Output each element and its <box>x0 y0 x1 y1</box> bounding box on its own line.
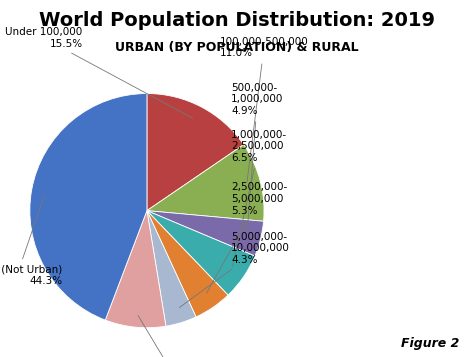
Wedge shape <box>147 211 255 295</box>
Text: URBAN (BY POPULATION) & RURAL: URBAN (BY POPULATION) & RURAL <box>115 41 359 54</box>
Text: 5,000,000-
10,000,000
4.3%: 5,000,000- 10,000,000 4.3% <box>180 231 290 307</box>
Wedge shape <box>147 145 264 221</box>
Wedge shape <box>147 211 196 326</box>
Text: 500,000-
1,000,000
4.9%: 500,000- 1,000,000 4.9% <box>231 83 283 233</box>
Wedge shape <box>147 211 264 256</box>
Wedge shape <box>147 211 228 317</box>
Text: Figure 2: Figure 2 <box>401 337 460 350</box>
Wedge shape <box>30 94 147 320</box>
Text: 10,000,000+
(Megacity)
8.4%: 10,000,000+ (Megacity) 8.4% <box>138 316 216 357</box>
Text: Rural (Not Urban)
44.3%: Rural (Not Urban) 44.3% <box>0 195 63 286</box>
Wedge shape <box>105 211 166 328</box>
Text: 2,500,000-
5,000,000
5.3%: 2,500,000- 5,000,000 5.3% <box>206 182 288 293</box>
Wedge shape <box>147 94 244 211</box>
Text: 100,000-500,000
11.0%: 100,000-500,000 11.0% <box>219 37 308 182</box>
Text: Under 100,000
15.5%: Under 100,000 15.5% <box>5 27 192 118</box>
Text: World Population Distribution: 2019: World Population Distribution: 2019 <box>39 11 435 30</box>
Text: 1,000,000-
2,500,000
6.5%: 1,000,000- 2,500,000 6.5% <box>231 130 287 266</box>
